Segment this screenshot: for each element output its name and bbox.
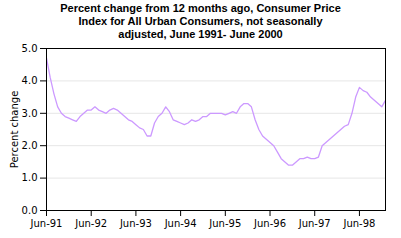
svg-text:1.0: 1.0 — [22, 172, 38, 183]
svg-text:5.0: 5.0 — [22, 43, 38, 54]
svg-text:Jun-92: Jun-92 — [74, 218, 107, 229]
svg-text:0.0: 0.0 — [22, 205, 38, 216]
svg-text:Jun-98: Jun-98 — [342, 218, 375, 229]
svg-text:Jun-93: Jun-93 — [119, 218, 152, 229]
svg-text:Jun-97: Jun-97 — [298, 218, 331, 229]
svg-text:2.0: 2.0 — [22, 140, 38, 151]
svg-text:Percent change: Percent change — [9, 91, 20, 169]
svg-text:Jun-95: Jun-95 — [208, 218, 241, 229]
svg-text:3.0: 3.0 — [22, 108, 38, 119]
svg-text:Jun-94: Jun-94 — [164, 218, 197, 229]
svg-text:Jun-96: Jun-96 — [253, 218, 286, 229]
svg-text:4.0: 4.0 — [22, 75, 38, 86]
svg-text:Jun-91: Jun-91 — [30, 218, 63, 229]
html-text:Percent change from 12 months: Percent change from 12 months ago, Consu… — [60, 2, 341, 40]
